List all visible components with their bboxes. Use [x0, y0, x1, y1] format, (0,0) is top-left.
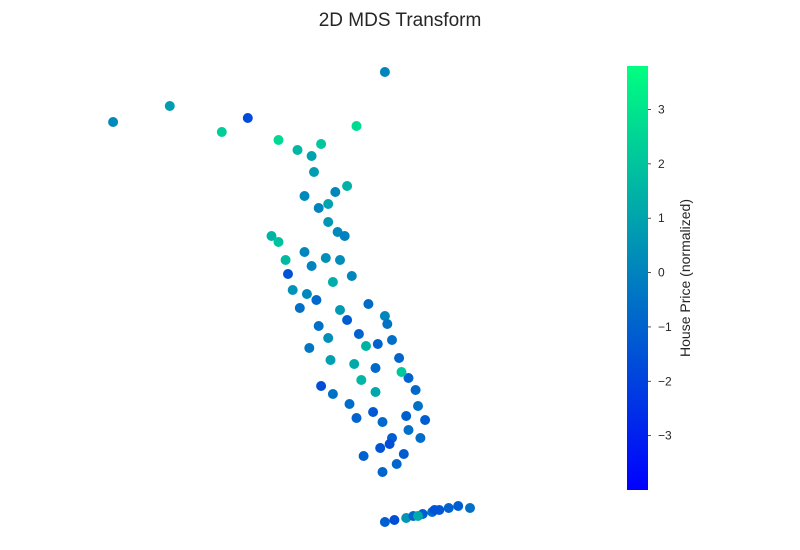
- colorbar-tick-label: −3: [658, 429, 672, 443]
- scatter-point: [273, 135, 284, 145]
- scatter-point: [465, 503, 475, 513]
- scatter-point: [301, 289, 312, 299]
- scatter-point: [283, 269, 293, 279]
- scatter-point: [316, 381, 327, 391]
- scatter-point: [287, 285, 298, 295]
- scatter-point: [368, 407, 379, 417]
- scatter-point: [377, 467, 388, 477]
- scatter-point: [313, 203, 324, 213]
- scatter-point: [342, 315, 353, 325]
- scatter-point: [342, 181, 353, 191]
- scatter-point: [335, 305, 345, 315]
- scatter-point: [453, 501, 464, 511]
- scatter-point: [330, 187, 341, 197]
- scatter-point: [356, 375, 367, 385]
- scatter-point: [306, 261, 317, 271]
- scatter-point: [299, 191, 310, 201]
- scatter-point: [320, 253, 331, 263]
- scatter-point: [242, 113, 253, 123]
- scatter-point: [304, 343, 315, 353]
- scatter-point: [306, 151, 317, 161]
- scatter-point: [346, 271, 357, 281]
- scatter-point: [410, 385, 421, 395]
- scatter-point: [443, 503, 454, 513]
- scatter-point: [323, 199, 334, 209]
- scatter-point: [164, 101, 175, 111]
- scatter-point: [403, 425, 414, 435]
- scatter-point: [311, 295, 322, 305]
- scatter-point: [325, 355, 336, 365]
- scatter-point: [351, 413, 362, 423]
- scatter-point: [382, 319, 393, 329]
- scatter-point: [108, 117, 119, 127]
- colorbar-tick-label: −1: [658, 320, 672, 334]
- scatter-point: [401, 411, 412, 421]
- colorbar: [627, 66, 648, 490]
- scatter-point: [361, 341, 371, 351]
- scatter-point: [294, 303, 305, 313]
- scatter-point: [280, 255, 291, 265]
- scatter-point: [363, 299, 374, 309]
- colorbar-tick-label: 0: [658, 266, 665, 280]
- scatter-point: [379, 311, 390, 321]
- scatter-point: [413, 511, 423, 521]
- scatter-point: [370, 387, 381, 397]
- scatter-point: [415, 433, 426, 443]
- scatter-point: [358, 451, 369, 461]
- scatter-point: [391, 459, 402, 469]
- colorbar-tick-label: 2: [658, 157, 665, 171]
- scatter-point: [323, 333, 334, 343]
- colorbar-tick-label: 3: [658, 102, 665, 116]
- plot-area: [108, 67, 475, 527]
- scatter-point: [429, 505, 440, 515]
- chart-title: 2D MDS Transform: [319, 10, 482, 31]
- scatter-point: [396, 367, 407, 377]
- scatter-point: [323, 217, 334, 227]
- scatter-point: [309, 167, 319, 177]
- scatter-point: [398, 449, 409, 459]
- scatter-point: [377, 417, 388, 427]
- scatter-point: [349, 359, 360, 369]
- scatter-point: [375, 443, 386, 453]
- scatter-point: [266, 231, 277, 241]
- scatter-point: [370, 363, 381, 373]
- scatter-point: [353, 329, 364, 339]
- scatter-point: [389, 515, 400, 525]
- scatter-point: [292, 145, 303, 155]
- scatter-point: [344, 399, 355, 409]
- scatter-point: [313, 321, 324, 331]
- scatter-point: [339, 231, 350, 241]
- scatter-point: [403, 373, 414, 383]
- colorbar-label: House Price (normalized): [677, 199, 693, 357]
- scatter-point: [273, 237, 284, 247]
- colorbar-tick-label: 1: [658, 211, 665, 225]
- scatter-point: [372, 339, 383, 349]
- scatter-point: [335, 255, 345, 265]
- scatter-point: [316, 139, 327, 149]
- scatter-point: [420, 415, 431, 425]
- scatter-point: [384, 439, 395, 449]
- scatter-point: [299, 247, 310, 257]
- scatter-point: [216, 127, 227, 137]
- scatter-point: [394, 353, 405, 363]
- colorbar-tick-label: −2: [658, 374, 672, 388]
- scatter-point: [379, 67, 390, 77]
- scatter-point: [379, 517, 390, 527]
- scatter-point: [327, 389, 338, 399]
- scatter-point: [327, 277, 338, 287]
- colorbar-ticks: 3 2 1 0 −1 −2 −3: [648, 102, 672, 443]
- scatter-point: [413, 401, 423, 411]
- scatter-point: [387, 335, 397, 345]
- scatter-point: [351, 121, 362, 131]
